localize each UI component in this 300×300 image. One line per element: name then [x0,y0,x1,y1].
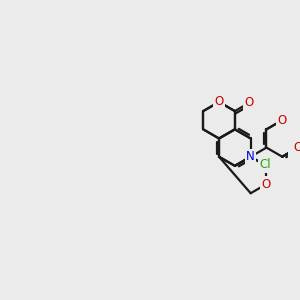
Text: O: O [278,114,287,127]
Text: O: O [244,96,254,110]
Text: O: O [262,178,271,190]
Text: O: O [214,95,224,109]
Text: Cl: Cl [259,158,271,171]
Text: O: O [214,95,224,109]
Text: O: O [278,114,287,127]
Text: O: O [293,141,300,154]
Text: N: N [246,150,255,163]
Text: N: N [246,150,255,163]
Text: O: O [244,96,254,110]
Text: O: O [262,178,271,190]
Text: O: O [293,141,300,154]
Text: Cl: Cl [259,158,271,171]
